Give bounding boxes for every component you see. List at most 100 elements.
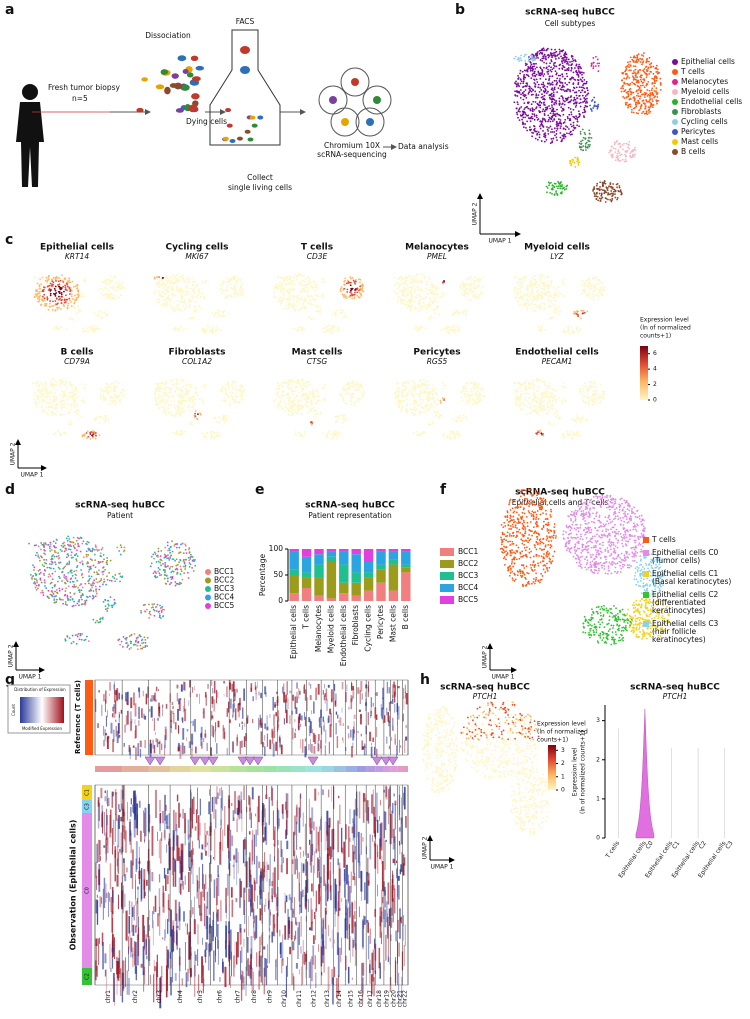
umap-point [572,330,575,333]
umap-point [344,314,347,317]
umap-point [614,151,617,154]
umap-point [279,299,282,302]
umap-point [304,399,307,402]
umap-point [612,147,615,150]
umap-point [290,287,292,290]
umap-point [604,182,607,185]
umap-point [560,81,562,84]
umap-point [541,120,544,123]
umap-point [60,379,63,382]
umap-point [84,279,87,282]
umap-point [532,74,534,77]
umap-point [524,123,527,125]
umap-point [74,400,77,403]
umap-point [47,405,50,408]
umap-point [234,288,237,291]
umap-point [191,277,193,280]
umap-point [114,289,117,292]
umap-point [534,83,537,86]
umap-point [540,140,543,142]
umap-point [558,97,561,100]
umap-point [352,396,355,399]
umap-point [426,284,429,287]
umap-point [157,301,160,304]
umap-point [554,311,556,314]
umap-point [289,396,292,399]
umap-point [556,311,559,313]
umap-point [635,76,637,78]
umap-point [526,308,529,311]
umap-point [431,289,433,291]
umap-point [52,403,55,406]
umap-point [595,293,598,296]
umap-point [337,434,340,437]
umap-point [286,279,289,282]
umap-point [116,282,119,285]
umap-point [223,421,226,423]
umap-point [573,91,576,94]
umap-point [551,56,553,59]
umap-point [286,396,289,399]
umap-point [546,106,549,109]
umap-point [464,285,467,288]
umap-point [339,311,342,314]
umap-point [62,281,65,283]
umap-point [100,416,103,419]
umap-point [553,118,556,120]
umap-point [288,291,291,294]
umap-point [559,310,562,313]
umap-point [280,383,282,386]
umap-point [56,410,59,413]
umap-point [237,388,240,391]
umap-point [66,304,69,307]
umap-point [552,67,555,69]
umap-point [181,298,184,300]
umap-point [656,96,659,98]
umap-point [601,282,604,285]
umap-point [176,409,178,412]
umap-point [585,100,588,103]
umap-point [589,280,591,283]
umap-point [618,185,621,187]
umap-point [589,107,592,110]
umap-point [277,383,279,385]
cell [164,86,171,95]
umap-point [552,112,555,115]
umap-point [585,87,588,90]
umap-point [555,50,558,53]
label: FACS [236,17,255,26]
cell [251,123,258,128]
umap-point [170,414,173,417]
umap-point [561,191,563,193]
umap-point [315,388,318,391]
umap-point [416,330,418,332]
umap-point [616,196,619,199]
umap-point [524,116,527,119]
umap-point [110,280,113,283]
map-title: Melanocytes [405,243,469,253]
panel-label: c [5,232,13,248]
umap-point [563,137,565,140]
umap-point [429,296,432,299]
umap-point [548,55,551,57]
cell [195,65,205,71]
umap-point [546,191,548,194]
umap-point [356,386,359,389]
umap-point [222,419,225,422]
umap-point [421,297,424,299]
umap-point [543,98,546,101]
umap-point [603,181,605,184]
umap-point [175,274,178,277]
umap-point [529,120,532,123]
umap-point [634,83,637,86]
umap-point [632,82,635,85]
umap-point [432,292,435,295]
umap-point [630,111,633,114]
umap-point [177,399,180,402]
umap-point [345,418,348,421]
umap-point [225,289,227,292]
umap-point [312,303,315,306]
umap-point [628,147,631,150]
umap-point [92,432,95,435]
umap-point [425,296,427,298]
